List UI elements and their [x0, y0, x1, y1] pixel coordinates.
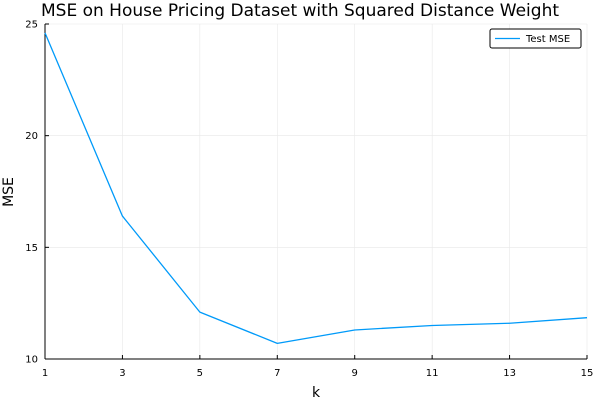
legend-label: Test MSE: [525, 34, 570, 45]
y-tick-label: 20: [25, 131, 38, 142]
plot-area: [44, 32, 588, 345]
x-axis-label: k: [312, 385, 321, 400]
y-tick-label: 15: [25, 243, 38, 254]
legend-box: [489, 28, 582, 49]
x-tick-label: 7: [274, 368, 280, 379]
y-axis-label: MSE: [1, 177, 17, 207]
axes: [44, 23, 588, 360]
legend: Test MSE: [489, 28, 582, 49]
x-tick-label: 15: [581, 368, 594, 379]
chart-title: MSE on House Pricing Dataset with Square…: [41, 1, 559, 21]
y-tick-label: 10: [25, 355, 38, 366]
series-line-test-mse: [44, 32, 588, 345]
y-tick-label: 25: [25, 20, 38, 31]
x-tick-label: 3: [119, 368, 125, 379]
grid: [44, 23, 588, 360]
x-tick-label: 9: [352, 368, 358, 379]
x-tick-label: 11: [426, 368, 439, 379]
x-tick-label: 1: [42, 368, 48, 379]
x-tick-label: 5: [197, 368, 203, 379]
x-tick-label: 13: [503, 368, 516, 379]
